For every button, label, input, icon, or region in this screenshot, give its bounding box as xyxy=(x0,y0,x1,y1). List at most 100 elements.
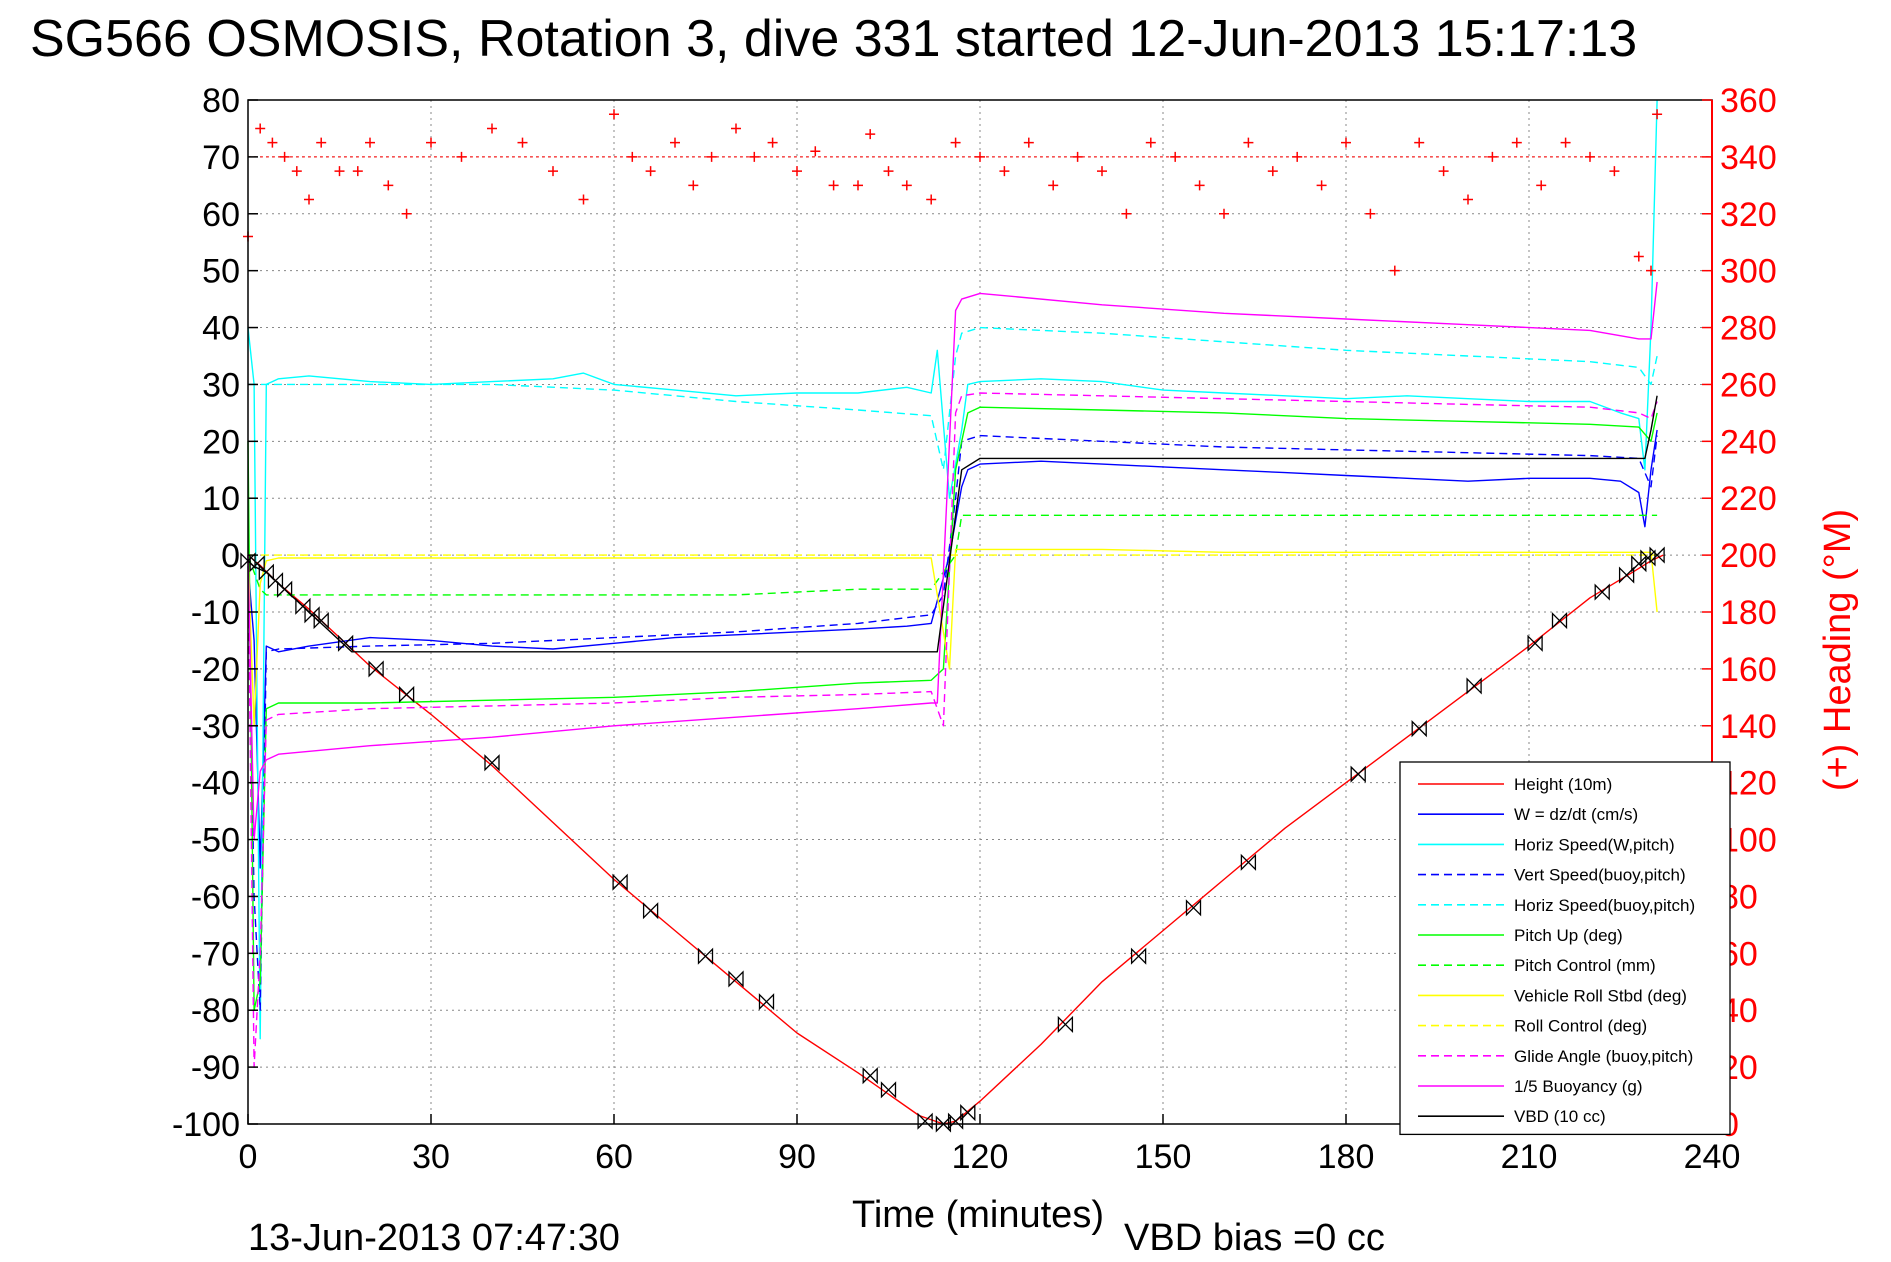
legend-label: Pitch Up (deg) xyxy=(1514,926,1623,945)
legend-label: VBD (10 cc) xyxy=(1514,1107,1606,1126)
heading-marker xyxy=(1438,166,1449,177)
series-line-9 xyxy=(247,392,1658,1068)
legend-label: Pitch Control (mm) xyxy=(1514,956,1656,975)
depth-marker xyxy=(1350,765,1366,783)
heading-marker xyxy=(792,166,802,177)
y2-tick-label: 200 xyxy=(1720,537,1777,575)
series-line-0 xyxy=(247,554,1664,1125)
legend-label: W = dz/dt (cm/s) xyxy=(1514,805,1638,824)
series-line-2 xyxy=(247,99,1658,1040)
x-tick-label: 120 xyxy=(952,1138,1009,1176)
x-axis-label: Time (minutes) xyxy=(852,1194,1104,1236)
depth-marker xyxy=(1130,947,1147,965)
heading-marker xyxy=(401,208,412,219)
y-tick-label: 30 xyxy=(202,366,240,404)
depth-marker xyxy=(398,685,415,704)
legend-label: Horiz Speed(buoy,pitch) xyxy=(1514,896,1695,915)
heading-marker xyxy=(810,146,821,157)
depth-marker xyxy=(1551,611,1568,630)
footer-timestamp: 13-Jun-2013 07:47:30 xyxy=(248,1217,620,1259)
heading-marker xyxy=(731,123,741,134)
y-tick-label: -100 xyxy=(172,1106,240,1144)
depth-marker xyxy=(642,902,659,920)
heading-marker xyxy=(352,166,363,177)
series-line-4 xyxy=(248,326,1658,471)
heading-marker xyxy=(688,180,699,191)
heading-marker xyxy=(1365,208,1376,219)
depth-marker xyxy=(368,660,384,678)
depth-marker xyxy=(1240,853,1257,871)
heading-marker xyxy=(853,180,863,191)
depth-marker xyxy=(1466,677,1482,695)
y-tick-label: -80 xyxy=(191,992,240,1030)
depth-markers xyxy=(240,546,1665,1133)
heading-marker xyxy=(1511,137,1522,148)
y2-tick-label: 140 xyxy=(1720,708,1777,746)
x-tick-label: 240 xyxy=(1684,1138,1741,1176)
depth-marker xyxy=(612,873,628,891)
heading-marker xyxy=(267,137,278,148)
heading-marker xyxy=(1646,265,1656,276)
depth-marker xyxy=(935,1115,952,1133)
heading-marker xyxy=(767,137,778,148)
depth-marker xyxy=(880,1081,897,1099)
y-tick-label: -30 xyxy=(191,708,240,746)
heading-marker xyxy=(1633,251,1644,262)
footer-vbd-bias: VBD bias =0 cc xyxy=(1124,1217,1385,1259)
heading-marker xyxy=(1267,166,1278,177)
heading-marker xyxy=(883,166,894,177)
y2-tick-label: 180 xyxy=(1720,594,1777,632)
y-tick-label: 60 xyxy=(202,196,240,234)
x-tick-label: 180 xyxy=(1318,1138,1375,1176)
depth-marker xyxy=(697,947,714,965)
x-tick-label: 30 xyxy=(412,1138,450,1176)
legend-label: Roll Control (deg) xyxy=(1514,1017,1647,1036)
heading-marker xyxy=(999,166,1010,177)
chart-title: SG566 OSMOSIS, Rotation 3, dive 331 star… xyxy=(30,10,1637,68)
legend-label: Height (10m) xyxy=(1514,775,1612,794)
depth-marker xyxy=(1527,634,1543,652)
heading-marker xyxy=(1219,208,1229,219)
heading-marker xyxy=(1560,137,1571,148)
depth-marker xyxy=(1185,899,1202,917)
depth-marker xyxy=(862,1067,878,1085)
heading-marker xyxy=(865,129,876,140)
y2-tick-label: 320 xyxy=(1720,196,1777,234)
depth-marker xyxy=(304,606,320,624)
heading-marker xyxy=(828,180,839,191)
depth-marker xyxy=(1057,1015,1074,1034)
y2-tick-label: 340 xyxy=(1720,139,1777,177)
y2-tick-label: 300 xyxy=(1720,253,1777,291)
y-tick-label: 10 xyxy=(202,480,240,518)
heading-marker xyxy=(426,137,436,148)
heading-marker xyxy=(291,166,302,177)
y-tick-label: 40 xyxy=(202,310,240,348)
y-tick-label: -60 xyxy=(191,878,240,916)
y-tick-label: 50 xyxy=(202,253,240,291)
legend-label: Horiz Speed(W,pitch) xyxy=(1514,835,1675,854)
heading-marker xyxy=(609,109,619,120)
legend-box xyxy=(1399,761,1731,1136)
x-tick-label: 90 xyxy=(778,1138,816,1176)
y-tick-label: 0 xyxy=(221,537,240,575)
y-tick-label: 20 xyxy=(202,423,240,461)
x-tick-label: 150 xyxy=(1135,1138,1192,1176)
legend-label: Glide Angle (buoy,pitch) xyxy=(1514,1047,1693,1066)
heading-marker xyxy=(901,180,912,191)
heading-marker xyxy=(926,194,937,205)
heading-marker xyxy=(255,123,266,134)
heading-marker xyxy=(645,166,656,177)
heading-marker xyxy=(1341,137,1351,148)
heading-marker xyxy=(1194,180,1205,191)
y-tick-label: -20 xyxy=(191,651,240,689)
depth-marker xyxy=(917,1112,933,1130)
legend-label: Vert Speed(buoy,pitch) xyxy=(1514,866,1686,885)
series-line-3 xyxy=(247,434,1658,1011)
heading-marker xyxy=(383,180,394,191)
y-tick-label: -50 xyxy=(191,822,240,860)
heading-marker xyxy=(1023,137,1034,148)
heading-marker xyxy=(365,137,375,148)
heading-marker xyxy=(1145,137,1156,148)
series-layer xyxy=(247,99,1664,1125)
